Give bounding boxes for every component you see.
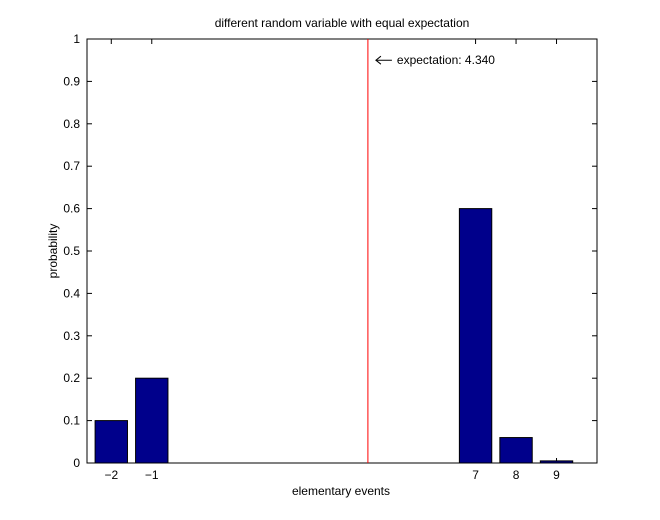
y-tick-label: 0.9 (63, 74, 80, 88)
bar (499, 437, 533, 464)
y-tick-label: 0.5 (63, 244, 80, 258)
x-tick-label: 7 (472, 468, 479, 482)
bar (539, 460, 574, 464)
x-tick-label: 9 (553, 468, 560, 482)
expectation-annotation: expectation: 4.340 (375, 53, 495, 67)
chart-title: different random variable with equal exp… (215, 16, 470, 30)
bar-series (94, 208, 574, 464)
y-axis: 0 0.1 0.2 0.3 0.4 0.5 0.6 0.7 0.8 0.9 1 (63, 32, 597, 470)
y-tick-label: 0.7 (63, 159, 80, 173)
y-tick-label: 0.3 (63, 329, 80, 343)
x-tick-label: 8 (513, 468, 520, 482)
bar (458, 208, 493, 464)
y-tick-label: 0.2 (63, 371, 80, 385)
y-tick-label: 0.1 (63, 414, 80, 428)
y-tick-label: 0.4 (63, 286, 80, 300)
bar (135, 377, 169, 464)
arrow-head-icon (375, 55, 382, 65)
x-tick-label: −1 (145, 468, 159, 482)
y-tick-label: 1 (73, 32, 80, 46)
y-tick-label: 0.8 (63, 117, 80, 131)
y-axis-label: probability (46, 224, 60, 279)
x-tick-label: −2 (104, 468, 118, 482)
y-tick-label: 0.6 (63, 202, 80, 216)
bar (94, 420, 128, 464)
y-tick-label: 0 (73, 456, 80, 470)
x-axis: −2 −1 7 8 9 (104, 39, 560, 482)
x-axis-label: elementary events (292, 484, 390, 498)
plot-area (86, 38, 598, 464)
expectation-label: expectation: 4.340 (397, 53, 495, 67)
